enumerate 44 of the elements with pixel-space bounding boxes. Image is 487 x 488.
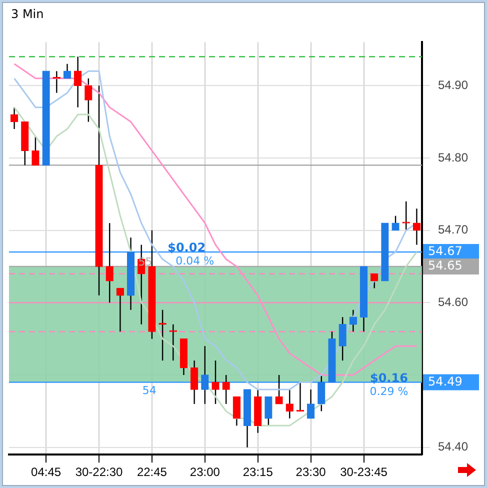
candlestick: [10, 106, 18, 130]
annotation: 0.04 %: [176, 254, 214, 268]
candlestick: [74, 56, 82, 108]
candlestick: [201, 345, 209, 405]
candlestick: [338, 316, 346, 362]
candlestick: [32, 136, 40, 166]
chart-title: 3 Min: [11, 7, 44, 21]
ref-line-label: 54.49: [428, 374, 462, 388]
annotation: 54: [142, 384, 156, 397]
candlestick: [106, 222, 114, 304]
annotation: 55: [138, 256, 152, 269]
ref-line-label: 54.67: [428, 244, 462, 258]
candlestick: [286, 388, 294, 420]
annotation: $0.16: [370, 370, 408, 385]
candlestick: [306, 388, 315, 420]
candlestick: [318, 374, 326, 412]
y-tick-label: 54.70: [438, 222, 468, 237]
annotation: $0.02: [168, 240, 206, 255]
y-tick-label: 54.90: [438, 78, 468, 92]
x-tick-label: 30-23:45: [340, 465, 388, 480]
candlestick: [84, 78, 92, 122]
y-tick-label: 54.60: [438, 294, 468, 309]
candlestick: [370, 273, 378, 289]
candlestick: [264, 396, 272, 426]
y-tick-label: 54.80: [438, 150, 468, 164]
candlestick: [116, 288, 124, 332]
candlestick: [190, 360, 198, 405]
x-tick-label: 23:15: [242, 465, 274, 480]
annotation: 0.29 %: [370, 385, 408, 398]
candlestick: [349, 309, 357, 332]
x-tick-label: 04:45: [31, 465, 62, 480]
x-tick-label: 30-22:30: [75, 465, 124, 480]
candlestick: [275, 374, 283, 405]
x-tick-label: 23:00: [190, 465, 220, 480]
x-tick-label: 22:45: [136, 465, 168, 480]
x-tick-label: 23:30: [296, 465, 326, 480]
candlestick: [63, 63, 72, 79]
y-tick-label: 54.40: [438, 440, 468, 454]
candlestick: [212, 360, 220, 405]
ref-line-label: 54.65: [428, 258, 462, 273]
candlestick: [222, 374, 230, 405]
candlestick: [392, 215, 400, 231]
candlestick: [232, 396, 241, 426]
candlestick: [402, 200, 410, 231]
